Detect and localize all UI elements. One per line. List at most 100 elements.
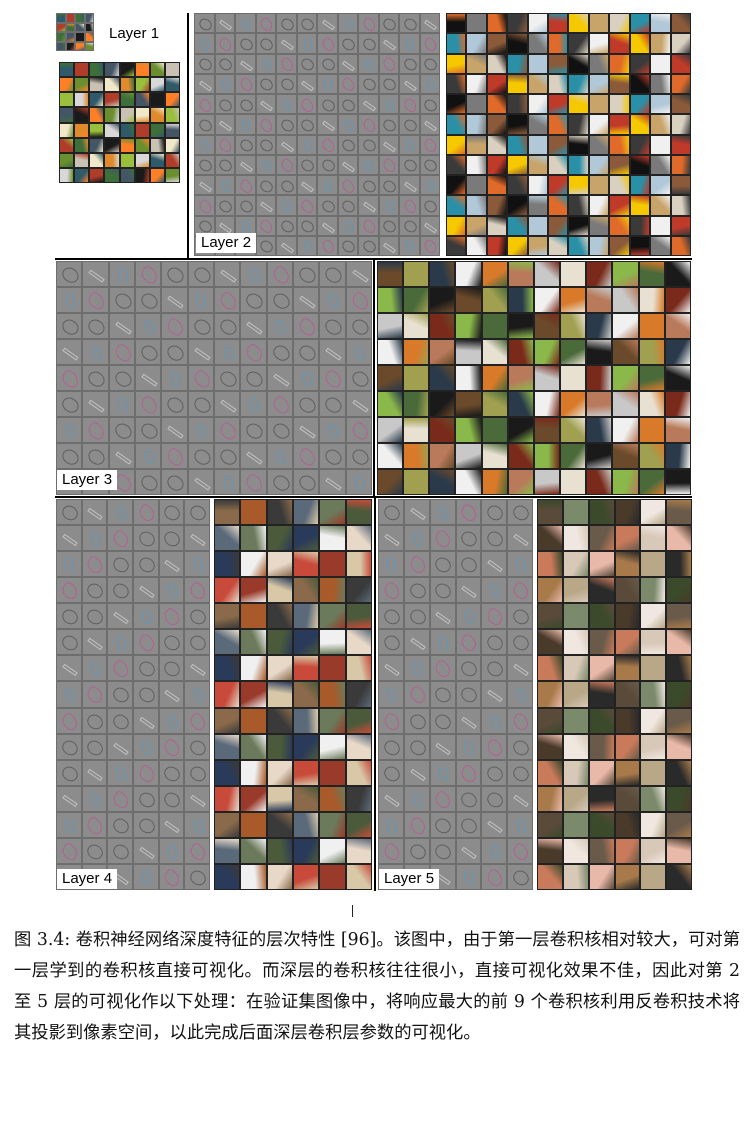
image-patch: [640, 707, 667, 734]
deconv-feature-tile: [56, 733, 82, 760]
image-patch: [481, 391, 508, 417]
deconv-feature-tile: [403, 681, 430, 708]
deconv-feature-tile: [403, 759, 430, 786]
image-patch: [119, 77, 135, 93]
image-patch: [319, 681, 346, 708]
deconv-feature-tile: [481, 629, 508, 656]
image-patch: [446, 195, 467, 216]
image-patch: [537, 629, 563, 656]
image-patch: [266, 863, 293, 890]
deconv-feature-tile: [507, 629, 533, 656]
image-patch: [266, 629, 293, 656]
deconv-feature-tile: [132, 577, 159, 604]
image-patch: [377, 391, 404, 417]
image-patch: [588, 33, 610, 54]
image-patch: [614, 811, 641, 838]
image-patch: [609, 154, 630, 175]
deconv-feature-tile: [132, 655, 159, 682]
image-patch: [481, 287, 508, 313]
image-patch: [562, 785, 589, 812]
image-patch: [89, 107, 105, 123]
image-patch: [640, 577, 667, 604]
deconv-feature-tile: [184, 525, 210, 552]
deconv-feature-tile: [81, 603, 108, 630]
deconv-feature-tile: [132, 707, 159, 734]
deconv-feature-tile: [135, 339, 162, 365]
image-patch: [507, 175, 528, 196]
image-patch: [548, 114, 569, 135]
deconv-feature-tile: [293, 339, 320, 365]
deconv-feature-tile: [429, 551, 456, 578]
deconv-feature-tile: [399, 33, 420, 54]
image-patch: [666, 499, 692, 526]
image-patch: [507, 417, 534, 443]
deconv-feature-tile: [481, 655, 508, 682]
deconv-feature-tile: [481, 681, 508, 708]
image-patch: [65, 22, 75, 32]
image-patch: [568, 33, 589, 54]
deconv-feature-tile: [507, 655, 533, 682]
deconv-feature-tile: [403, 707, 430, 734]
deconv-feature-tile: [184, 655, 210, 682]
deconv-feature-tile: [184, 733, 210, 760]
image-patch: [266, 681, 293, 708]
image-patch: [164, 107, 180, 123]
image-patch: [614, 577, 641, 604]
deconv-feature-tile: [82, 391, 109, 417]
layer1-label: Layer 1: [104, 24, 165, 44]
image-patch: [614, 733, 641, 760]
image-patch: [537, 759, 563, 786]
image-patch: [548, 73, 569, 94]
image-patch: [614, 707, 641, 734]
image-patch: [560, 313, 587, 339]
image-patch: [562, 603, 589, 630]
deconv-feature-tile: [403, 551, 430, 578]
image-patch: [56, 13, 66, 23]
image-patch: [293, 629, 320, 656]
deconv-feature-tile: [429, 759, 456, 786]
deconv-feature-tile: [255, 73, 276, 94]
image-patch: [455, 391, 482, 417]
image-patch: [507, 443, 534, 469]
deconv-feature-tile: [81, 785, 108, 812]
deconv-feature-tile: [56, 287, 83, 313]
deconv-feature-tile: [240, 261, 267, 287]
image-patch: [345, 837, 372, 864]
image-patch: [614, 629, 641, 656]
deconv-feature-tile: [337, 114, 358, 135]
image-patch: [481, 261, 508, 287]
image-patch: [588, 707, 615, 734]
deconv-feature-tile: [358, 195, 379, 216]
image-patch: [568, 53, 589, 74]
image-patch: [568, 235, 589, 256]
layer3-patches: [377, 261, 691, 495]
deconv-feature-tile: [56, 525, 82, 552]
image-patch: [586, 261, 613, 287]
image-patch: [533, 287, 561, 313]
deconv-feature-tile: [296, 114, 317, 135]
image-patch: [560, 287, 587, 313]
separator-row2: [55, 496, 692, 498]
deconv-feature-tile: [378, 114, 399, 135]
deconv-feature-tile: [481, 707, 508, 734]
deconv-feature-tile: [240, 417, 267, 443]
image-patch: [377, 287, 404, 313]
image-patch: [429, 313, 456, 339]
deconv-feature-tile: [358, 175, 379, 196]
deconv-feature-tile: [378, 603, 404, 630]
deconv-feature-tile: [507, 551, 533, 578]
deconv-feature-tile: [378, 707, 404, 734]
image-patch: [164, 137, 180, 153]
image-patch: [507, 114, 528, 135]
deconv-feature-tile: [107, 681, 133, 708]
image-patch: [507, 313, 534, 339]
image-patch: [588, 577, 615, 604]
image-patch: [562, 655, 589, 682]
deconv-feature-tile: [378, 811, 404, 838]
image-patch: [266, 551, 293, 578]
image-patch: [548, 53, 569, 74]
image-patch: [612, 261, 639, 287]
deconv-feature-tile: [399, 195, 420, 216]
deconv-feature-tile: [81, 629, 108, 656]
image-patch: [666, 577, 692, 604]
